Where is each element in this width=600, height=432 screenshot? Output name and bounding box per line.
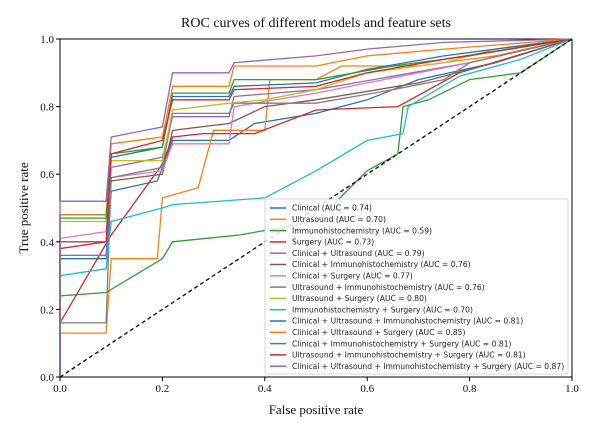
roc-series-line-7 (59, 38, 573, 377)
x-axis: 0.0 0.2 0.4 0.6 0.8 1.0 (53, 377, 579, 395)
y-tick-label-5: 1.0 (40, 34, 54, 46)
x-tick-label-5: 1.0 (565, 383, 579, 395)
y-tick-label-4: 0.8 (40, 102, 54, 114)
legend-label-12: Clinical + Immunohistochemistry + Surger… (292, 339, 512, 348)
x-tick-label-2: 0.4 (258, 383, 272, 395)
roc-series-line-3 (59, 38, 573, 377)
y-tick-label-0: 0.0 (40, 372, 54, 384)
y-tick-label-1: 0.2 (40, 304, 54, 316)
x-axis-label: False positive rate (269, 402, 364, 417)
legend-label-2: Immunohistochemistry (AUC = 0.59) (292, 226, 432, 235)
roc-series-line-5 (59, 38, 573, 377)
roc-series-line-11 (59, 38, 573, 377)
roc-series-line-13 (59, 38, 573, 377)
legend-label-3: Surgery (AUC = 0.73) (292, 238, 374, 247)
x-tick-label-0: 0.0 (53, 383, 67, 395)
roc-series-line-12 (59, 38, 573, 377)
legend-label-14: Clinical + Ultrasound + Immunohistochemi… (292, 362, 564, 371)
legend-label-9: Immunohistochemistry + Surgery (AUC = 0.… (292, 305, 473, 314)
y-tick-label-2: 0.4 (40, 237, 54, 249)
reference-diagonal-line (59, 38, 573, 378)
legend-label-8: Ultrasound + Surgery (AUC = 0.80) (292, 294, 427, 303)
legend-label-0: Clinical (AUC = 0.74) (292, 204, 372, 213)
roc-series-line-6 (59, 38, 573, 377)
legend-label-7: Ultrasound + Immunohistochemistry (AUC =… (292, 283, 485, 292)
x-tick-label-1: 0.2 (156, 383, 170, 395)
y-axis-label: True positive rate (16, 162, 31, 253)
roc-series-line-9 (59, 38, 573, 377)
x-tick-label-4: 0.8 (463, 383, 477, 395)
legend-label-10: Clinical + Ultrasound + Immunohistochemi… (292, 317, 523, 326)
roc-series-line-14 (59, 38, 573, 377)
legend-label-1: Ultrasound (AUC = 0.70) (292, 215, 386, 224)
roc-series-line-2 (59, 38, 573, 377)
legend-label-11: Clinical + Ultrasound + Surgery (AUC = 0… (292, 328, 465, 337)
roc-series-line-4 (59, 38, 573, 377)
legend-label-6: Clinical + Surgery (AUC = 0.77) (292, 272, 413, 281)
chart-title: ROC curves of different models and featu… (181, 16, 451, 31)
series-layer (59, 38, 573, 377)
x-tick-label-3: 0.6 (360, 383, 374, 395)
y-axis: 0.0 0.2 0.4 0.6 0.8 1.0 (40, 34, 60, 384)
legend-label-5: Clinical + Immunohistochemistry (AUC = 0… (292, 260, 471, 269)
legend-box (264, 198, 569, 375)
roc-series-line-8 (59, 38, 573, 377)
legend: Clinical (AUC = 0.74) Ultrasound (AUC = 0… (264, 198, 569, 375)
y-tick-label-3: 0.6 (40, 169, 54, 181)
legend-label-4: Clinical + Ultrasound (AUC = 0.79) (292, 249, 425, 258)
legend-label-13: Ultrasound + Immunohistochemistry + Surg… (292, 351, 526, 360)
